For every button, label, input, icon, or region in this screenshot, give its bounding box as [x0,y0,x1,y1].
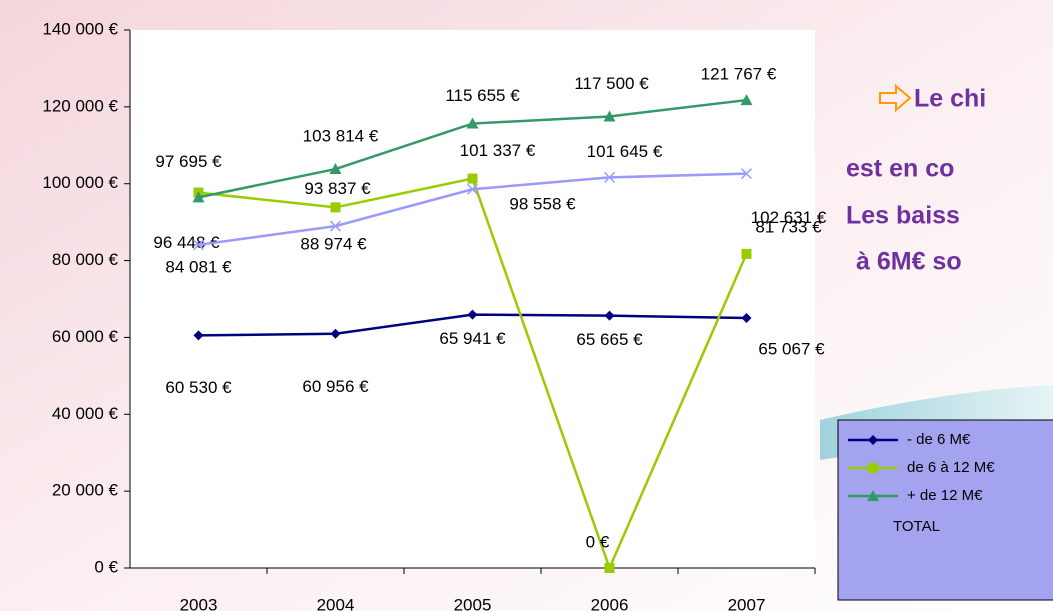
data-label: 121 767 € [701,65,777,84]
data-label: 103 814 € [303,127,379,146]
slide: Le chi est en co Les baiss à 6M€ so 0 € 2… [0,0,1053,611]
marker [868,463,878,473]
data-label: 101 337 € [460,141,536,160]
y-tick-label: 40 000 € [52,404,119,423]
data-label: 60 956 € [302,377,369,396]
slide-text: est en co [846,155,954,183]
data-label: 84 081 € [165,257,232,276]
data-label: 117 500 € [574,74,649,93]
data-label: 98 558 € [509,195,576,214]
y-tick-label: 60 000 € [52,327,119,346]
marker [605,563,615,573]
legend-label: - de 6 M€ [907,431,971,448]
page: Le chi est en co Les baiss à 6M€ so 0 € 2… [0,0,1053,611]
x-tick-label: 2007 [728,595,766,611]
data-label: 88 974 € [300,235,367,254]
marker [468,174,478,184]
slide-text: à 6M€ so [856,248,962,276]
data-label: 65 941 € [439,329,506,348]
data-label: 65 067 € [758,339,825,358]
x-tick-label: 2003 [180,595,218,611]
data-label: 65 665 € [576,330,643,349]
data-label: 60 530 € [165,378,232,397]
data-label: 102 631 € [751,208,827,227]
slide-text: Le chi [914,85,986,113]
legend-label: TOTAL [893,518,940,535]
data-label: 101 645 € [587,142,663,161]
y-tick-label: 20 000 € [52,481,119,500]
y-tick-label: 100 000 € [42,173,118,192]
marker [742,249,752,259]
marker [331,202,341,212]
x-tick-label: 2004 [317,595,355,611]
plot-area [130,30,815,568]
x-tick-label: 2006 [591,595,629,611]
x-tick-label: 2005 [454,595,492,611]
data-label: 97 695 € [155,152,222,171]
data-label: 93 837 € [304,179,371,198]
y-tick-label: 140 000 € [42,19,118,38]
slide-text: Les baiss [846,202,960,230]
legend-label: + de 12 M€ [907,487,983,504]
legend-label: de 6 à 12 M€ [907,459,995,476]
data-label: 115 655 € [445,86,520,105]
y-tick-label: 120 000 € [42,96,118,115]
data-label: 0 € [586,532,610,551]
y-tick-label: 0 € [94,557,118,576]
y-tick-label: 80 000 € [52,250,119,269]
